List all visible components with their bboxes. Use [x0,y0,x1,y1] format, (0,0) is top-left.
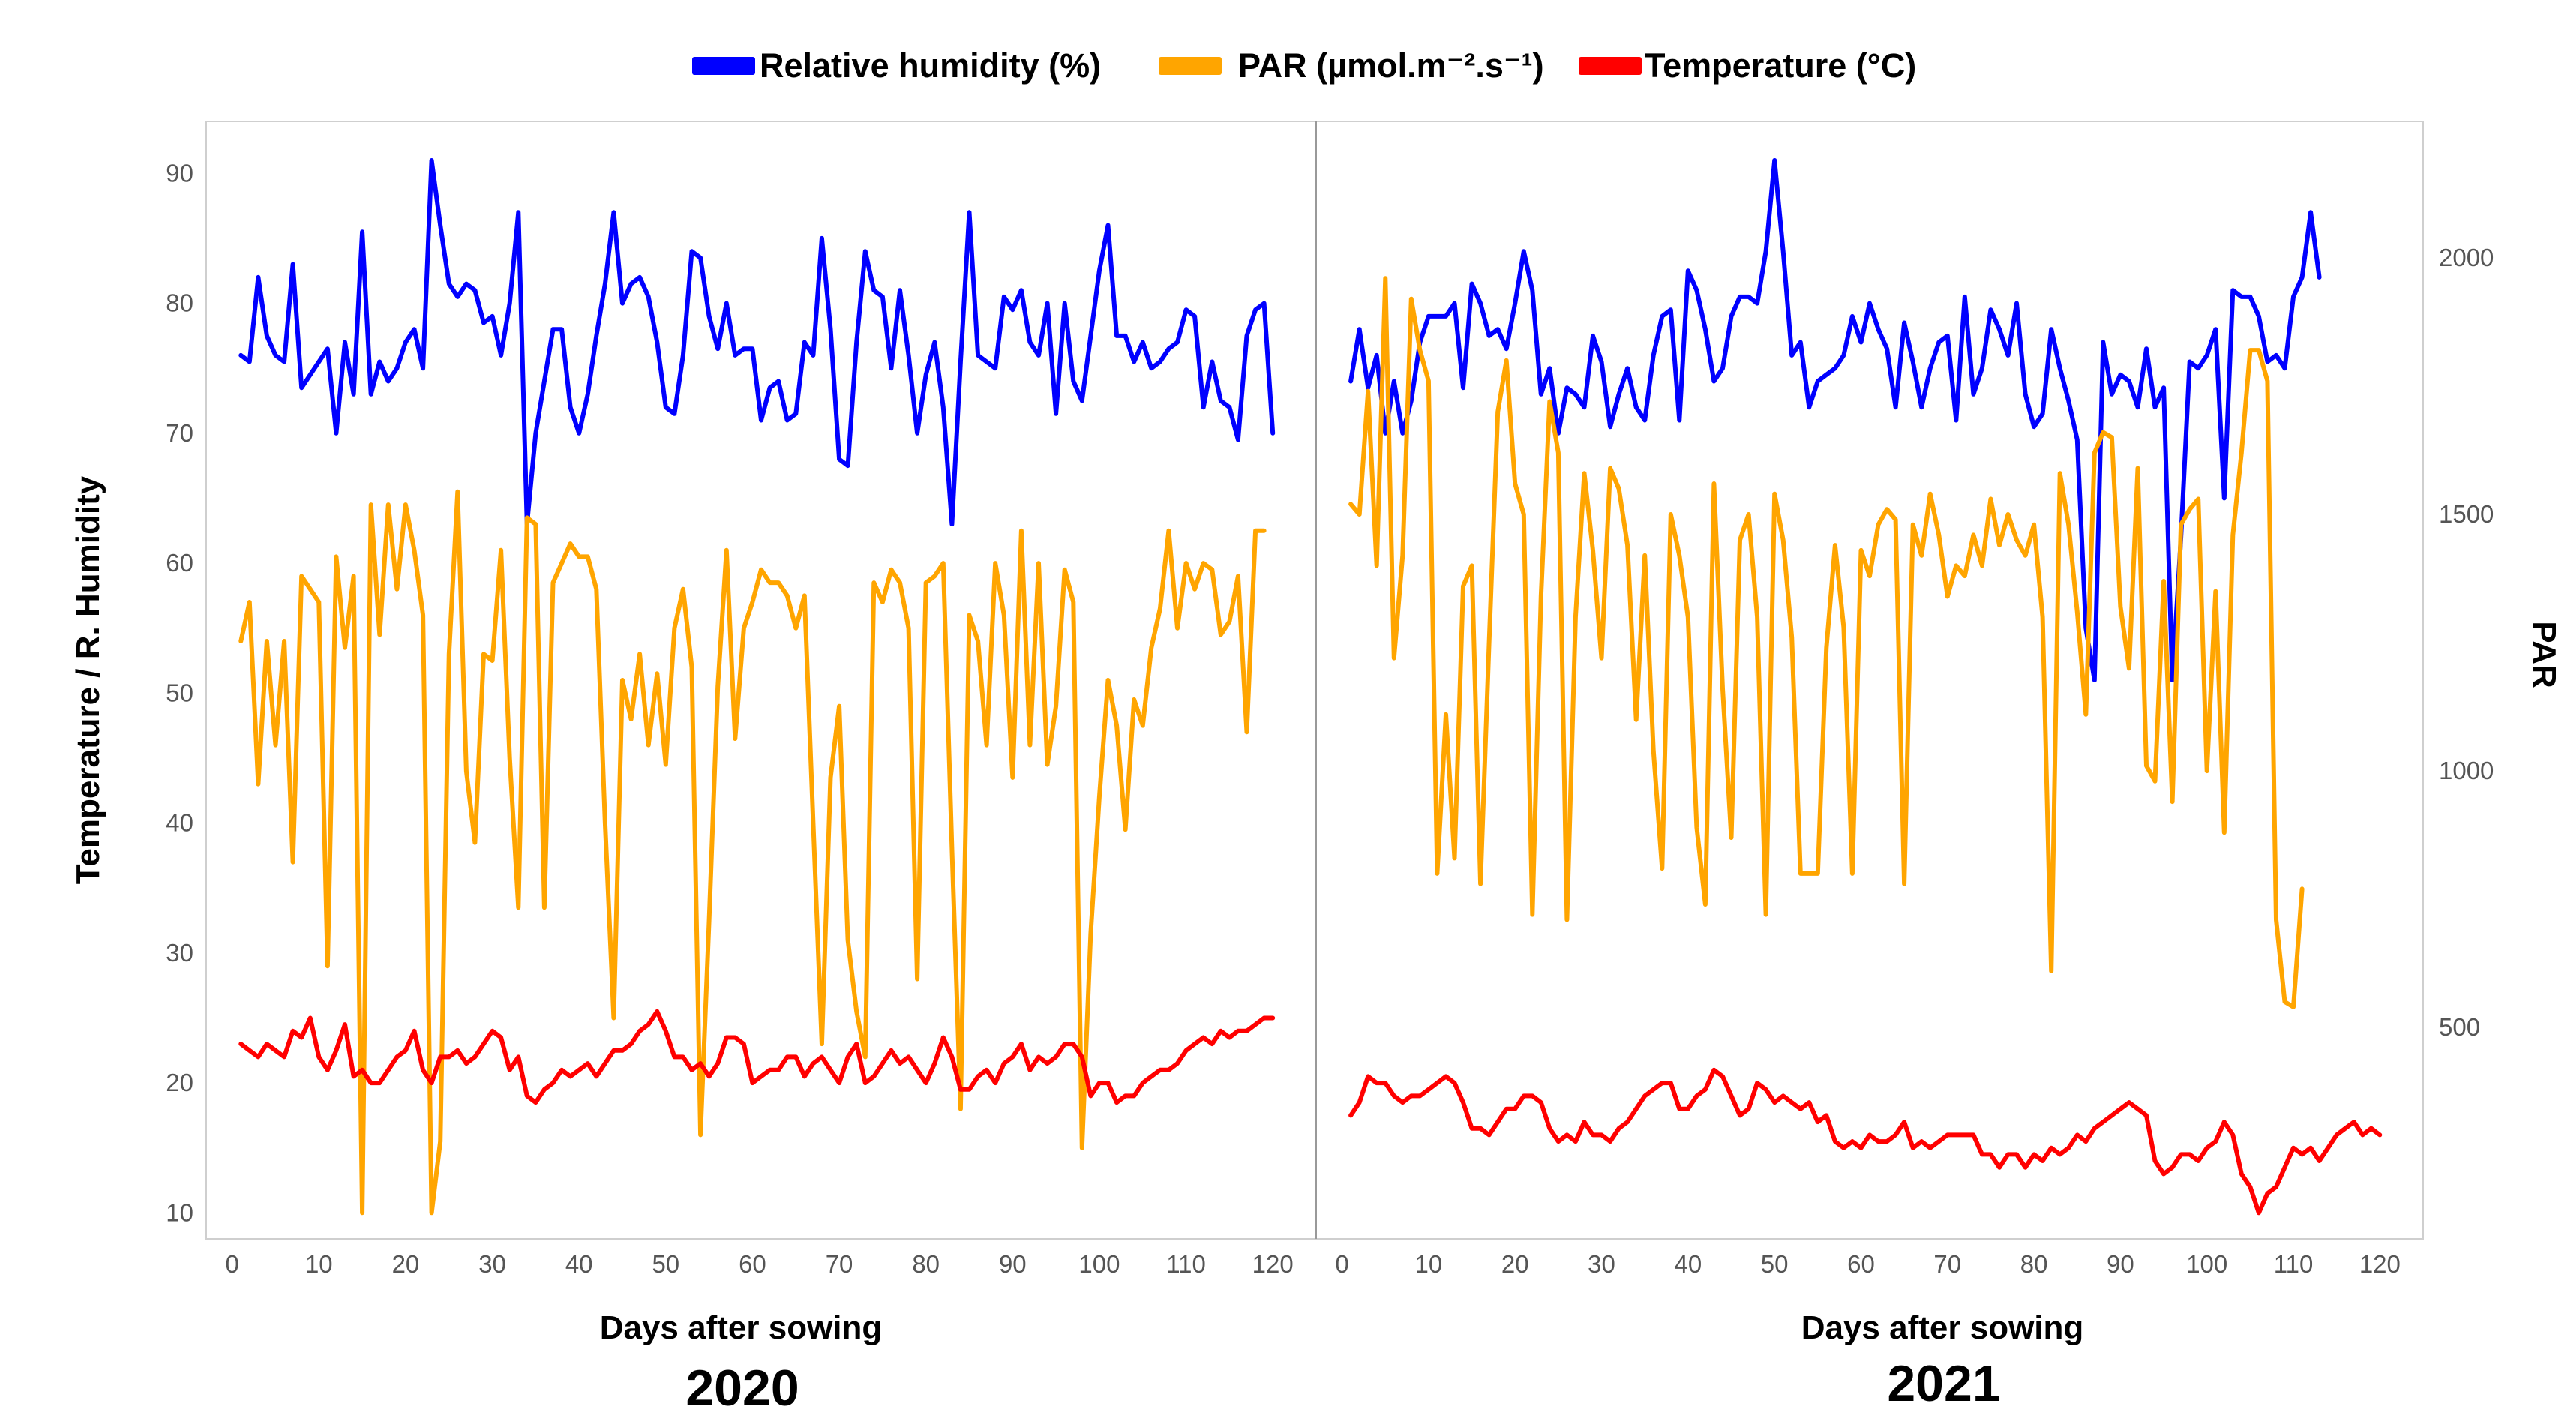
x-tick-2021-120: 120 [2359,1250,2401,1278]
y-left-tick-40: 40 [166,809,193,837]
line-2020-relative-humidity [238,158,1276,527]
y-left-tick-50: 50 [166,679,193,706]
year-label-2021: 2021 [1887,1355,2000,1412]
x-axis-title-2020: Days after sowing [600,1309,883,1346]
legend-label-par: PAR (µmol.m⁻².s⁻¹) [1238,46,1544,85]
y-right-tick-1000: 1000 [2439,757,2494,784]
x-tick-2020-110: 110 [1166,1250,1206,1278]
legend-swatch-temperature [1579,57,1642,75]
y-left-tick-80: 80 [166,289,193,317]
legend: Relative humidity (%) PAR (µmol.m⁻².s⁻¹)… [692,46,1916,85]
y-left-tick-90: 90 [166,159,193,187]
x-tick-2020-100: 100 [1078,1250,1120,1278]
line-2021-temperature [1348,1067,2383,1216]
legend-label-humidity: Relative humidity (%) [760,46,1101,85]
line-2021-relative-humidity [1348,158,2322,682]
x-tick-2020-80: 80 [912,1250,940,1278]
x-tick-2021-20: 20 [1501,1250,1529,1278]
x-tick-2021-80: 80 [2020,1250,2048,1278]
x-tick-2021-40: 40 [1674,1250,1702,1278]
x-tick-2020-40: 40 [565,1250,593,1278]
x-tick-2020-50: 50 [652,1250,679,1278]
x-tick-2021-90: 90 [2107,1250,2134,1278]
y-axis-right-title: PAR [2526,621,2563,688]
year-label-2020: 2020 [685,1360,799,1417]
x-axis-ticks-2020: 0 10 20 30 40 50 60 70 80 90 100 110 120 [226,1250,1294,1278]
line-2020-temperature [238,1009,1276,1105]
y-axis-right-ticks: 500 1000 1500 2000 [2439,244,2494,1041]
y-right-tick-500: 500 [2439,1013,2480,1041]
y-left-tick-30: 30 [166,939,193,967]
x-tick-2021-30: 30 [1588,1250,1615,1278]
panel-2021-frame [1315,121,2424,1240]
x-tick-2020-0: 0 [226,1250,239,1278]
x-tick-2020-90: 90 [999,1250,1027,1278]
x-tick-2021-10: 10 [1415,1250,1443,1278]
y-left-tick-20: 20 [166,1069,193,1096]
y-left-tick-60: 60 [166,549,193,577]
x-tick-2021-110: 110 [2274,1250,2314,1278]
x-tick-2020-30: 30 [478,1250,506,1278]
y-right-tick-2000: 2000 [2439,244,2494,271]
line-2020-par [238,489,1267,1216]
x-tick-2021-60: 60 [1847,1250,1875,1278]
x-tick-2020-10: 10 [305,1250,333,1278]
y-left-tick-70: 70 [166,419,193,447]
x-tick-2020-20: 20 [392,1250,420,1278]
legend-item-par[interactable]: PAR (µmol.m⁻².s⁻¹) [1159,46,1544,85]
legend-swatch-par [1159,57,1222,75]
panel-2021-series [1348,158,2383,1216]
y-left-tick-10: 10 [166,1198,193,1226]
x-tick-2021-0: 0 [1335,1250,1348,1278]
legend-item-temperature[interactable]: Temperature (°C) [1579,46,1916,85]
x-tick-2020-60: 60 [739,1250,766,1278]
panel-2020-series [238,158,1276,1216]
x-tick-2021-70: 70 [1933,1250,1961,1278]
y-axis-left-title: Temperature / R. Humidity [70,475,106,884]
x-tick-2021-100: 100 [2186,1250,2227,1278]
y-right-tick-1500: 1500 [2439,500,2494,528]
x-tick-2020-70: 70 [826,1250,853,1278]
x-tick-2020-120: 120 [1252,1250,1294,1278]
x-axis-ticks-2021: 0 10 20 30 40 50 60 70 80 90 100 110 120 [1335,1250,2400,1278]
legend-item-humidity[interactable]: Relative humidity (%) [692,46,1101,85]
x-tick-2021-50: 50 [1761,1250,1789,1278]
legend-label-temperature: Temperature (°C) [1645,46,1916,85]
x-axis-title-2021: Days after sowing [1801,1309,2084,1346]
legend-swatch-humidity [692,57,755,75]
y-axis-left-ticks: 10 20 30 40 50 60 70 80 90 [166,159,193,1226]
line-2021-par [1348,276,2305,1009]
